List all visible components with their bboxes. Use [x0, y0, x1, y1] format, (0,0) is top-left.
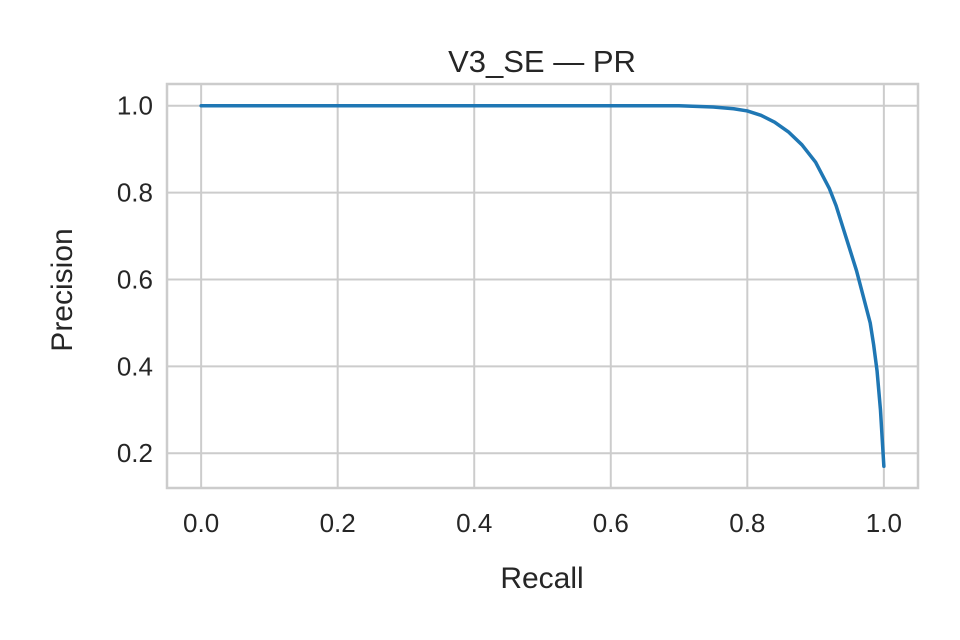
- y-tick-label: 1.0: [117, 91, 153, 121]
- grid-layer: [167, 84, 918, 488]
- y-tick-label: 0.2: [117, 438, 153, 468]
- x-tick-label: 1.0: [866, 508, 902, 538]
- y-tick-label: 0.6: [117, 264, 153, 294]
- x-tick-labels: 0.0 0.2 0.4 0.6 0.8 1.0: [183, 508, 902, 538]
- x-tick-label: 0.0: [183, 508, 219, 538]
- plot-frame: [165, 82, 920, 490]
- y-tick-label: 0.8: [117, 178, 153, 208]
- chart-title: V3_SE — PR: [448, 44, 636, 79]
- x-tick-label: 0.4: [456, 508, 492, 538]
- pr-curve-line: [199, 103, 886, 469]
- x-tick-label: 0.2: [320, 508, 356, 538]
- y-tick-label: 0.4: [117, 351, 153, 381]
- y-axis-label: Precision: [46, 228, 79, 351]
- x-axis-label: Recall: [500, 562, 583, 595]
- x-tick-label: 0.6: [593, 508, 629, 538]
- x-tick-label: 0.8: [729, 508, 765, 538]
- y-tick-labels: 0.2 0.4 0.6 0.8 1.0: [117, 91, 153, 469]
